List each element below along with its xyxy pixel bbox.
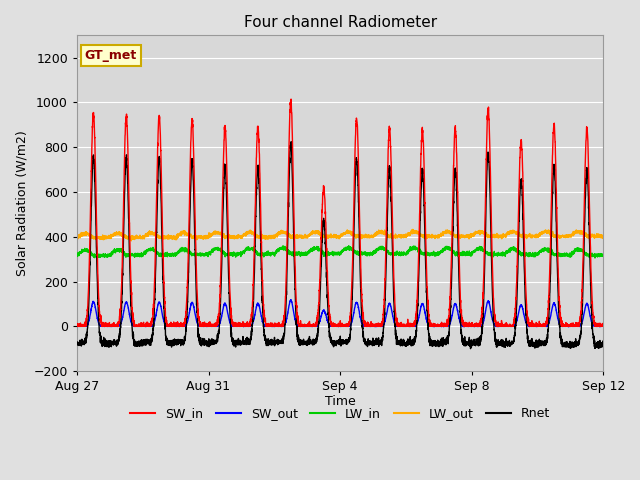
SW_in bbox=[73, 324, 81, 329]
SW_out bbox=[189, 303, 197, 309]
LW_in bbox=[124, 252, 132, 258]
SW_out bbox=[411, 323, 419, 329]
SW_out bbox=[417, 305, 424, 311]
LW_in bbox=[473, 246, 481, 252]
Line: LW_out: LW_out bbox=[77, 229, 636, 241]
Line: Rnet: Rnet bbox=[77, 142, 636, 349]
SW_in bbox=[411, 321, 419, 326]
SW_in bbox=[163, 320, 170, 325]
SW_out bbox=[162, 323, 170, 328]
LW_out bbox=[190, 236, 198, 241]
LW_out bbox=[73, 236, 81, 241]
LW_in bbox=[162, 252, 170, 258]
LW_in bbox=[628, 256, 636, 262]
LW_out bbox=[417, 233, 424, 239]
Title: Four channel Radiometer: Four channel Radiometer bbox=[244, 15, 436, 30]
LW_out bbox=[124, 235, 132, 240]
SW_in bbox=[124, 156, 132, 161]
Line: SW_in: SW_in bbox=[77, 99, 636, 326]
LW_in bbox=[632, 253, 640, 259]
SW_out bbox=[460, 324, 468, 330]
LW_out bbox=[473, 229, 481, 235]
Legend: SW_in, SW_out, LW_in, LW_out, Rnet: SW_in, SW_out, LW_in, LW_out, Rnet bbox=[125, 402, 555, 425]
LW_in bbox=[73, 252, 81, 258]
Rnet bbox=[417, 197, 424, 203]
SW_out bbox=[124, 303, 132, 309]
Rnet bbox=[287, 139, 295, 144]
LW_out bbox=[411, 229, 419, 235]
LW_in bbox=[189, 252, 197, 257]
SW_in bbox=[473, 324, 481, 329]
Rnet bbox=[473, 339, 481, 345]
SW_in bbox=[287, 96, 295, 102]
SW_out bbox=[473, 324, 481, 329]
Rnet bbox=[628, 347, 636, 352]
LW_in bbox=[411, 246, 419, 252]
Rnet bbox=[189, 180, 197, 186]
Rnet bbox=[162, 335, 170, 340]
Text: GT_met: GT_met bbox=[85, 49, 137, 62]
LW_in bbox=[345, 243, 353, 249]
X-axis label: Time: Time bbox=[324, 395, 355, 408]
SW_in bbox=[632, 324, 640, 329]
Rnet bbox=[124, 186, 132, 192]
Rnet bbox=[411, 338, 419, 344]
LW_out bbox=[127, 238, 135, 244]
LW_out bbox=[632, 233, 640, 239]
SW_in bbox=[417, 162, 424, 168]
Rnet bbox=[632, 344, 640, 349]
LW_in bbox=[417, 248, 424, 253]
Y-axis label: Solar Radiation (W/m2): Solar Radiation (W/m2) bbox=[15, 131, 28, 276]
LW_out bbox=[409, 227, 417, 232]
SW_out bbox=[287, 297, 295, 303]
Rnet bbox=[73, 340, 81, 346]
SW_out bbox=[73, 324, 81, 329]
LW_out bbox=[163, 235, 170, 241]
Line: SW_out: SW_out bbox=[77, 300, 636, 327]
Line: LW_in: LW_in bbox=[77, 246, 636, 259]
SW_out bbox=[632, 324, 640, 329]
SW_in bbox=[73, 323, 81, 328]
SW_in bbox=[190, 150, 198, 156]
